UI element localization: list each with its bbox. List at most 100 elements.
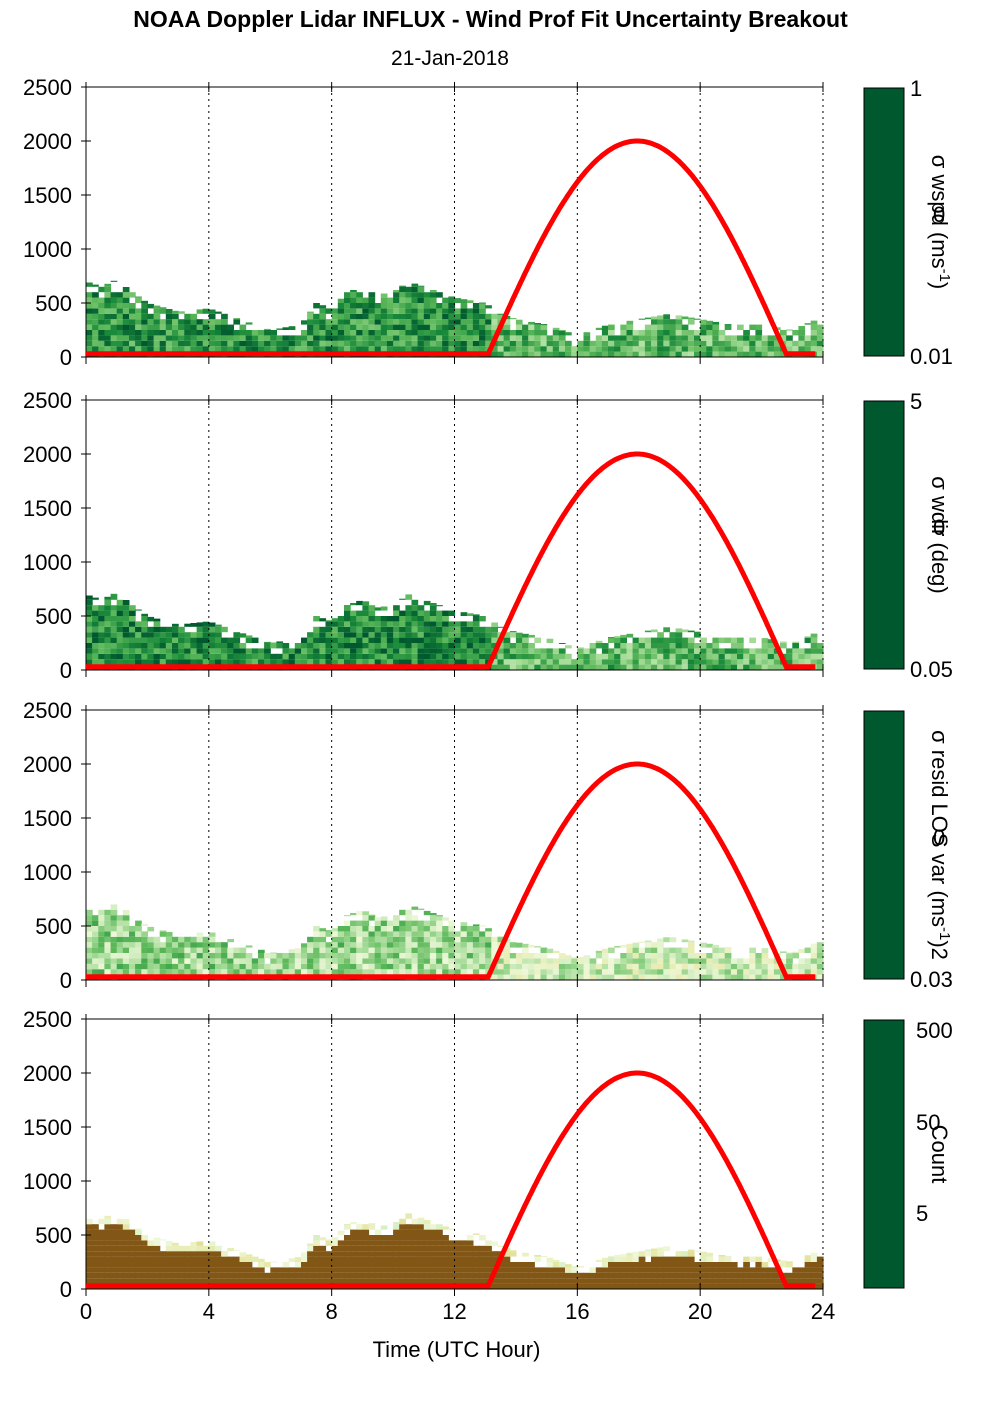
heatmap-cell [816,340,824,347]
heatmap-cell [233,330,241,336]
heatmap-cell [804,1262,812,1268]
heatmap-cell [509,1272,517,1279]
heatmap-cell [184,653,191,660]
heatmap-cell [288,340,296,347]
heatmap-cell [110,1278,118,1284]
heatmap-cell [393,290,400,293]
heatmap-cell [399,947,406,953]
heatmap-cell [558,653,566,660]
heatmap-cell [522,974,529,980]
heatmap-cell [460,319,468,325]
heatmap-cell [104,632,112,638]
heatmap-cell [301,963,308,970]
heatmap-cell [184,1251,191,1257]
heatmap-cell [135,963,142,970]
heatmap-cell [644,969,652,975]
y-tick-label: 2000 [23,442,72,467]
heatmap-cell [233,335,241,341]
heatmap-cell [129,621,136,627]
heatmap-cell [638,340,646,347]
heatmap-cell [331,953,339,959]
heatmap-cell [712,648,720,654]
heatmap-cell [448,610,456,616]
heatmap-cell [423,931,431,937]
heatmap-cell [393,648,400,654]
heatmap-cell [755,648,763,654]
heatmap-cell [417,947,425,953]
heatmap-cell [552,1278,560,1284]
heatmap-cell [258,346,265,352]
heatmap-cell [98,308,105,314]
heatmap-cell [651,653,658,660]
heatmap-cell [368,958,376,964]
heatmap-cell [129,947,136,953]
colorbar-label: σ resid LOS var (ms-1)2 [927,730,954,960]
heatmap-cell [141,923,148,926]
heatmap-cell [350,931,357,937]
heatmap-cell [681,953,689,959]
heatmap-cell [202,653,210,660]
heatmap-cell [546,1257,554,1262]
heatmap-cell [712,351,720,357]
heatmap-cell [491,324,498,330]
heatmap-cell [816,1272,824,1279]
heatmap-cell [368,626,376,633]
heatmap-cell [780,351,787,357]
heatmap-cell [251,340,259,347]
heatmap-cell [479,925,486,927]
heatmap-cell [810,633,818,638]
heatmap-cell [135,953,142,959]
heatmap-cell [190,953,198,959]
heatmap-cell [325,953,333,959]
heatmap-cell [356,947,363,953]
heatmap-cell [700,643,707,649]
heatmap-cell [313,1256,320,1262]
heatmap-cell [288,659,296,665]
heatmap-cell [454,1240,462,1246]
heatmap-cell [460,648,468,654]
heatmap-cell [448,648,456,654]
heatmap-cell [331,335,339,341]
heatmap-cell [245,653,253,660]
heatmap-cell [122,287,130,293]
heatmap-cell [380,1262,388,1268]
y-tick-label: 1500 [23,183,72,208]
heatmap-cell [202,1245,210,1252]
heatmap-cell [165,313,173,320]
heatmap-cell [350,963,357,970]
heatmap-cell [116,292,124,298]
heatmap-cell [681,316,689,320]
heatmap-cell [196,942,204,948]
heatmap-cell [92,616,99,622]
heatmap-cell [356,600,363,606]
heatmap-cell [393,1278,400,1284]
heatmap-cell [620,637,627,643]
heatmap-cell [552,1283,560,1289]
heatmap-cell [92,292,99,298]
heatmap-cell [405,330,413,336]
heatmap-cell [601,653,609,660]
heatmap-cell [386,963,394,970]
heatmap-cell [706,1267,713,1273]
heatmap-cell [700,340,707,347]
heatmap-cell [491,942,498,948]
heatmap-cell [601,953,609,959]
heatmap-cell [399,308,406,314]
x-tick-label: 16 [565,1299,589,1324]
heatmap-cell [184,1256,191,1262]
heatmap-cell [233,958,241,964]
heatmap-cell [429,297,437,303]
heatmap-cell [497,1245,505,1247]
heatmap-cell [423,963,431,970]
heatmap-cell [331,308,339,314]
heatmap-cell [215,324,222,330]
heatmap-cell [614,637,621,643]
heatmap-cell [386,297,394,303]
heatmap-cell [356,616,363,622]
heatmap-cell [816,953,824,959]
heatmap-cell [577,1272,584,1279]
heatmap-cell [749,947,756,953]
heatmap-cell [485,963,492,970]
heatmap-cell [405,605,413,611]
heatmap-cell [313,926,320,932]
